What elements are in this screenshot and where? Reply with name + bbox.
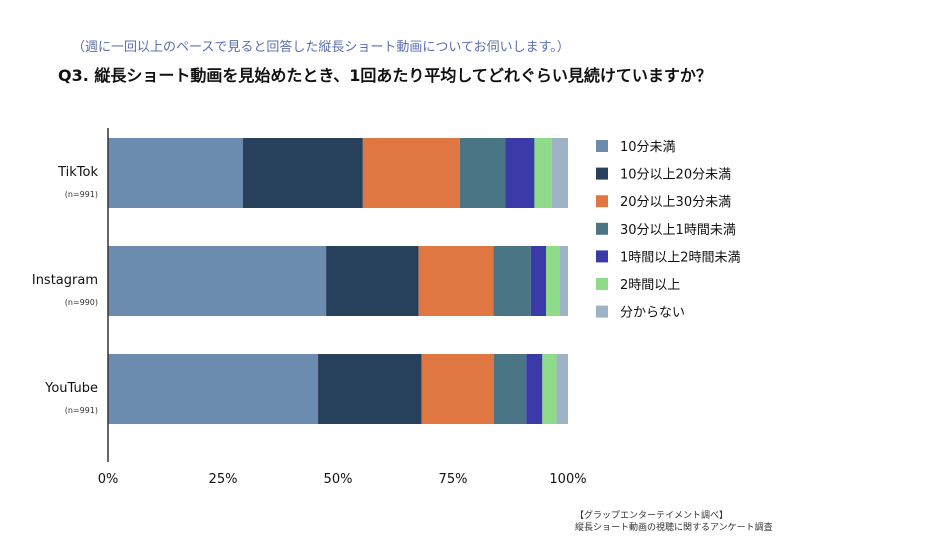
category-n-label: (n=990) <box>65 298 98 307</box>
category-n-label: (n=991) <box>65 406 98 415</box>
bar-segment <box>493 354 527 424</box>
x-tick-label: 0% <box>98 472 119 487</box>
bar-segment <box>546 246 560 316</box>
bar-segment <box>534 138 552 208</box>
bar-segment <box>108 354 319 424</box>
category-label: TikTok <box>57 165 98 180</box>
bar-segment <box>530 246 547 316</box>
legend-label: 1時間以上2時間未満 <box>620 250 741 265</box>
x-tick-label: 100% <box>549 472 586 487</box>
bar-segment <box>108 138 243 208</box>
bar-segment <box>318 354 422 424</box>
category-label: Instagram <box>32 273 98 288</box>
legend-label: 分からない <box>620 306 685 321</box>
bar-segment <box>326 246 419 316</box>
bar-segment <box>242 138 363 208</box>
chart-title: Q3. 縦長ショート動画を見始めたとき、1回あたり平均してどれぐらい見続けていま… <box>58 66 712 85</box>
source-line-1: 【グラップエンターテイメント調べ】 <box>575 511 729 521</box>
bar-segment <box>542 354 557 424</box>
legend-swatch <box>596 222 608 235</box>
legend-label: 10分未満 <box>620 140 676 155</box>
legend-label: 20分以上30分未満 <box>620 195 731 210</box>
legend-swatch <box>596 167 608 180</box>
bar-segment <box>556 354 568 424</box>
legend-swatch <box>596 195 608 208</box>
legend-label: 10分以上20分未満 <box>620 168 731 183</box>
legend-swatch <box>596 140 608 152</box>
category-n-label: (n=991) <box>65 190 98 199</box>
bar-segment <box>418 246 494 316</box>
legend-label: 30分以上1時間未満 <box>620 223 736 238</box>
legend-swatch <box>596 305 608 318</box>
bar-segment <box>108 246 327 316</box>
source-note: 【グラップエンターテイメント調べ】 縦長ショート動画の視聴に関するアンケート調査 <box>575 510 773 534</box>
bar-segment <box>551 138 568 208</box>
bar-segment <box>505 138 535 208</box>
bar-segment <box>559 246 568 316</box>
bar-segment <box>493 246 531 316</box>
bar-segment <box>362 138 460 208</box>
legend-swatch <box>596 250 608 263</box>
bar-segment <box>421 354 494 424</box>
legend-swatch <box>596 278 608 290</box>
chart-subtitle: （週に一回以上のペースで見ると回答した縦長ショート動画についてお伺いします。） <box>72 40 570 55</box>
source-line-2: 縦長ショート動画の視聴に関するアンケート調査 <box>575 523 773 533</box>
bar-segment <box>526 354 543 424</box>
x-tick-label: 50% <box>324 472 353 487</box>
bar-segment <box>459 138 506 208</box>
x-tick-label: 25% <box>209 472 238 487</box>
legend-label: 2時間以上 <box>620 278 680 293</box>
category-label: YouTube <box>44 381 98 396</box>
x-tick-label: 75% <box>439 472 468 487</box>
